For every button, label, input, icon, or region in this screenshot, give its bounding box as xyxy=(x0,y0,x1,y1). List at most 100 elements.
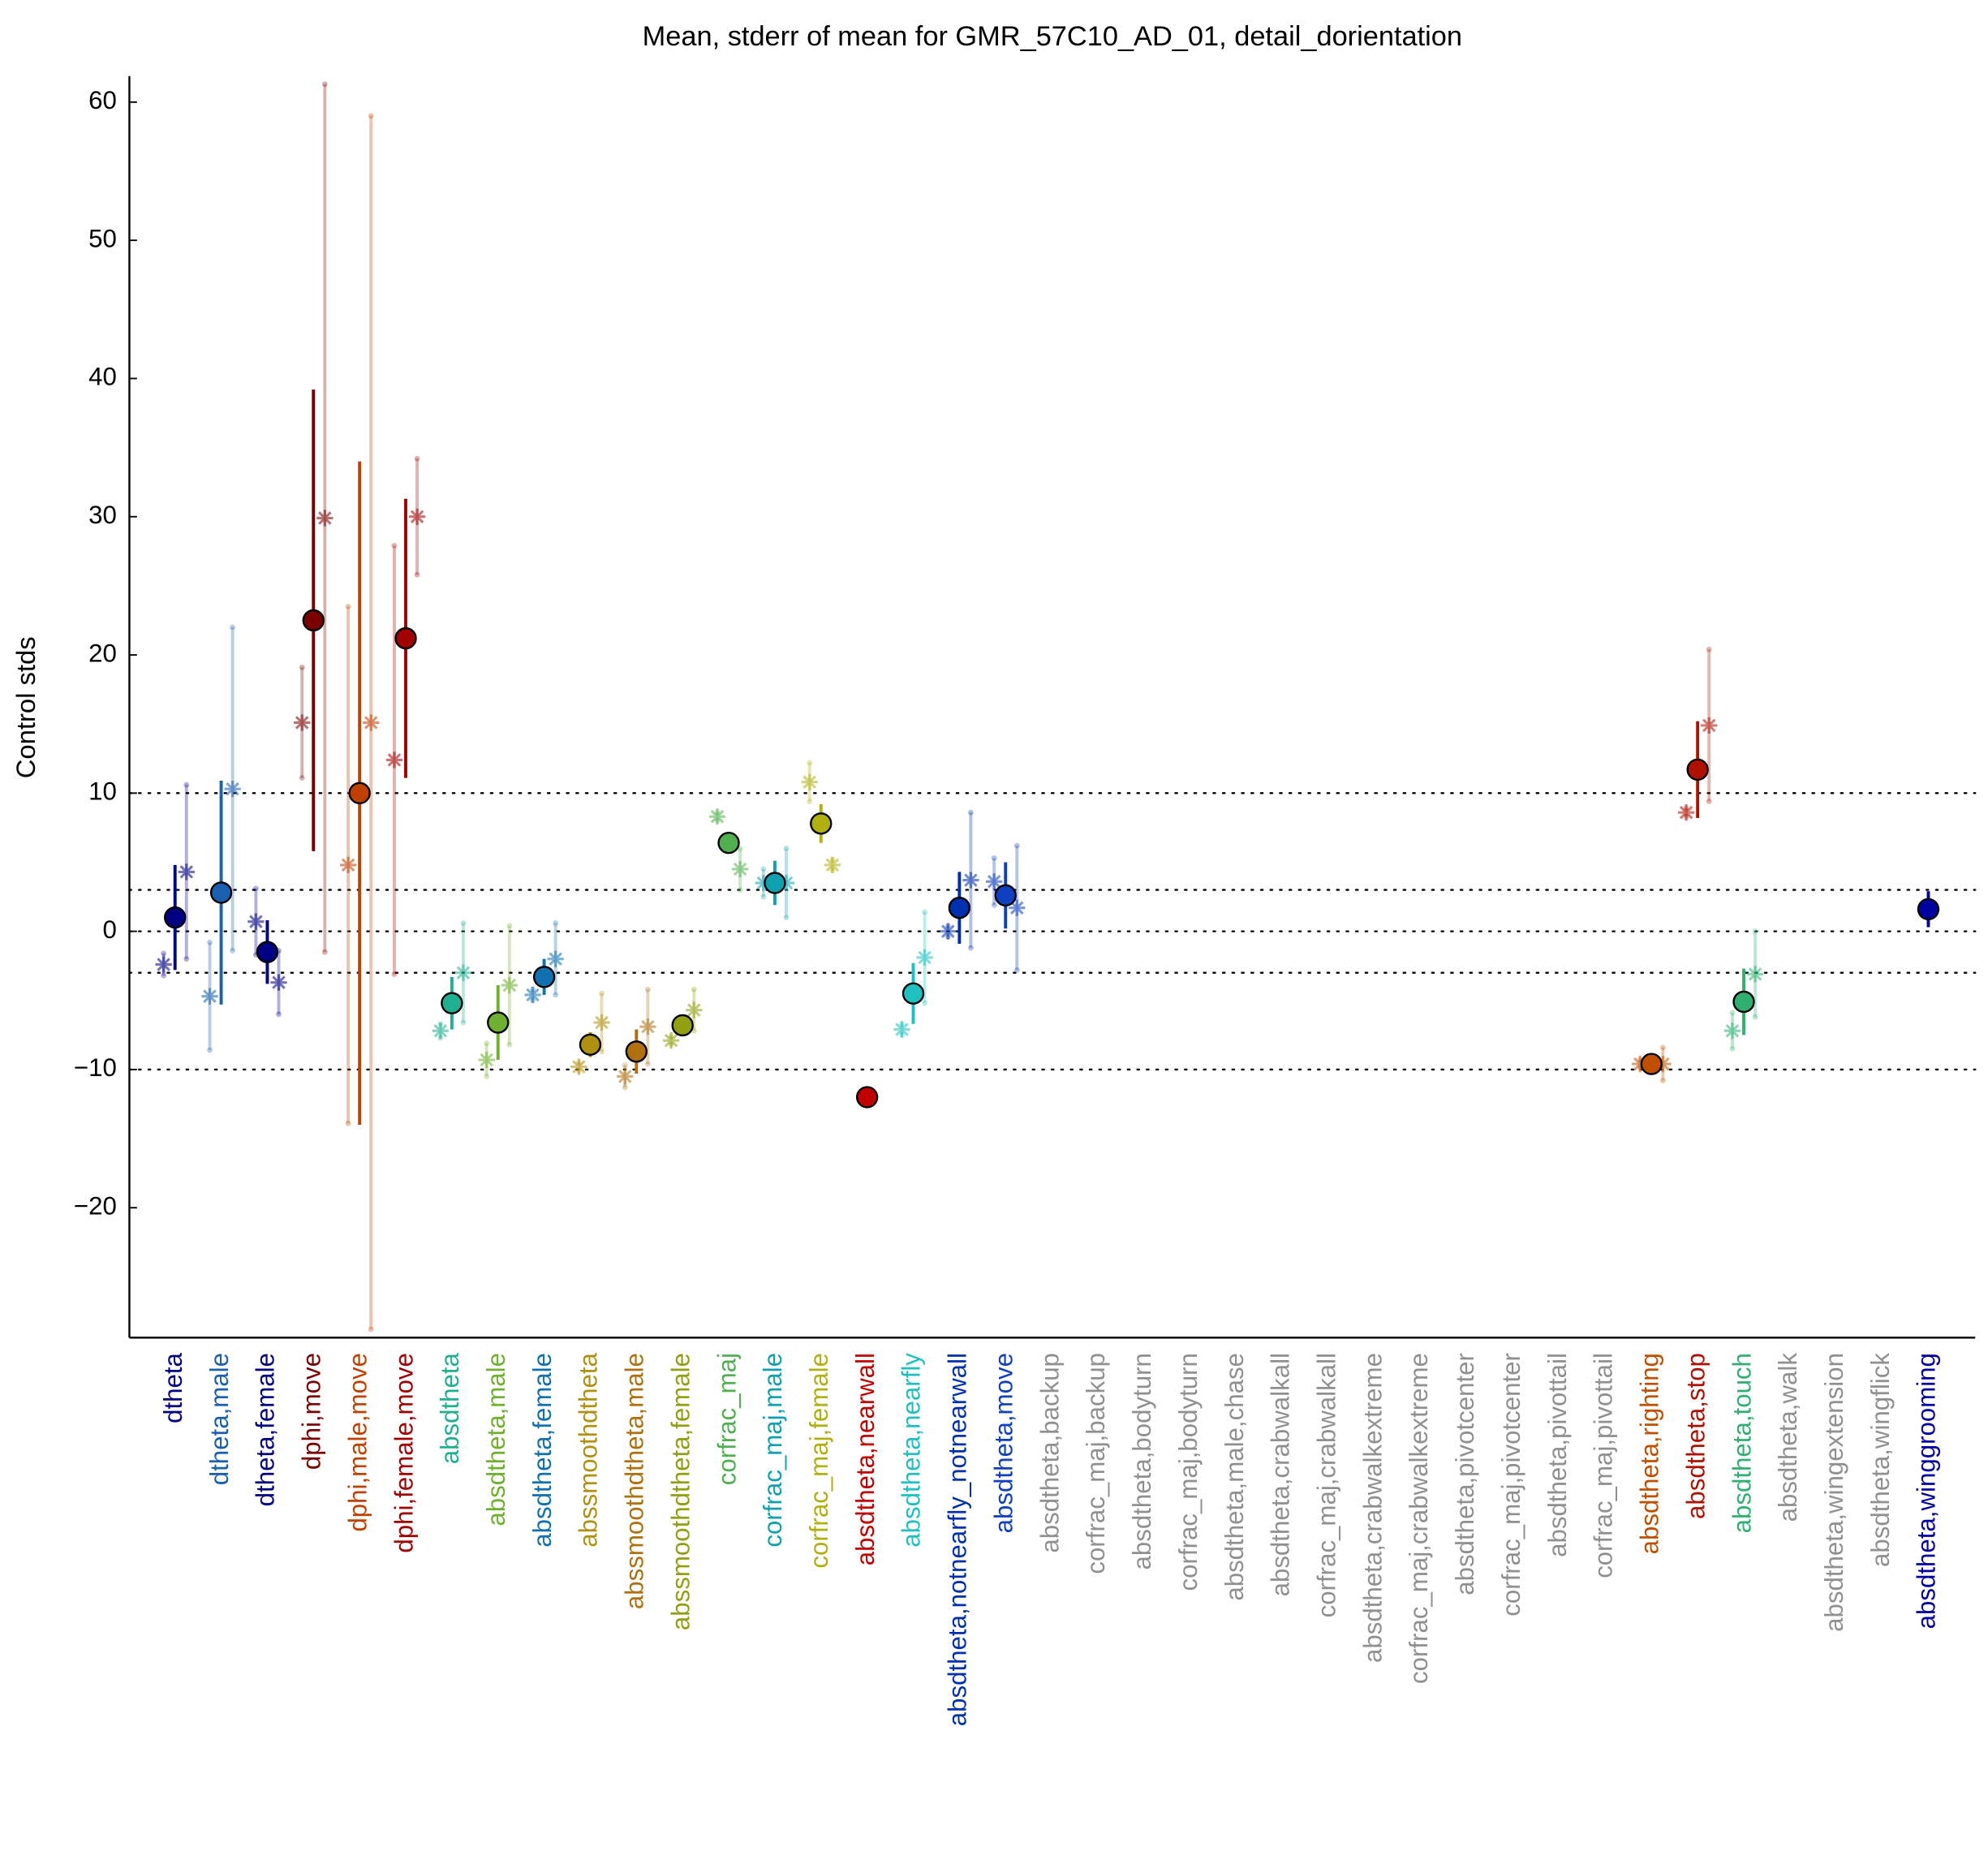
error-cap xyxy=(299,664,305,670)
sex-mean-marker xyxy=(339,856,357,874)
x-tick-label: absdtheta,righting xyxy=(1636,1353,1664,1554)
error-cap xyxy=(345,603,351,609)
error-cap xyxy=(321,949,328,955)
sex-mean-marker xyxy=(547,950,564,967)
error-cap xyxy=(1752,928,1758,935)
x-tick-label: absdtheta,nearfly xyxy=(897,1353,926,1548)
error-cap xyxy=(783,915,790,921)
error-cap xyxy=(991,902,997,908)
y-tick-label: 0 xyxy=(102,915,116,944)
sex-mean-marker xyxy=(432,1023,449,1040)
y-tick-label: 10 xyxy=(88,777,117,806)
error-cap xyxy=(183,781,190,788)
y-tick-label: 40 xyxy=(88,363,117,391)
x-tick-label: corfrac_maj,backup xyxy=(1082,1353,1110,1574)
sex-mean-marker xyxy=(916,949,933,967)
error-cap xyxy=(484,1074,490,1079)
error-cap xyxy=(967,945,974,951)
sex-mean-marker xyxy=(1723,1023,1741,1040)
error-cap xyxy=(252,885,259,892)
x-tick-label: abssmoothdtheta xyxy=(574,1352,603,1547)
sex-mean-marker xyxy=(755,874,772,892)
x-tick-label: corfrac_maj,female xyxy=(805,1353,833,1569)
y-tick-label: 50 xyxy=(88,224,117,252)
sex-mean-marker xyxy=(708,808,726,825)
mean-marker xyxy=(948,897,971,919)
x-tick-label: absdtheta,walk xyxy=(1774,1353,1802,1522)
mean-marker xyxy=(532,966,556,988)
error-cap xyxy=(1729,1045,1736,1052)
error-cap xyxy=(967,809,974,816)
mean-marker xyxy=(441,992,463,1014)
x-tick-label: absdtheta,nearwall xyxy=(851,1353,880,1565)
x-tick-label: corfrac_maj,crabwalkall xyxy=(1313,1353,1341,1617)
error-cap xyxy=(506,1041,513,1048)
sex-mean-marker xyxy=(501,976,518,994)
mean-marker xyxy=(855,1086,879,1109)
y-tick-label: −10 xyxy=(74,1053,117,1082)
mean-marker xyxy=(1917,898,1940,921)
sex-mean-marker xyxy=(824,856,841,874)
x-tick-label: absdtheta,touch xyxy=(1728,1353,1756,1533)
mean-marker xyxy=(394,626,417,650)
sex-mean-marker xyxy=(893,1021,910,1038)
mean-marker xyxy=(1686,758,1709,781)
mean-marker xyxy=(256,941,279,963)
x-tick-label: dtheta,female xyxy=(252,1353,280,1506)
mean-marker xyxy=(810,812,833,835)
error-cap xyxy=(599,990,605,997)
error-cap xyxy=(460,1019,467,1026)
y-axis-label: Control stds xyxy=(11,636,41,778)
x-tick-label: corfrac_maj,crabwalkextreme xyxy=(1405,1353,1433,1684)
x-tick-label: absdtheta,bodyturn xyxy=(1128,1353,1156,1569)
mean-marker xyxy=(348,781,371,804)
sex-mean-marker xyxy=(385,751,403,769)
error-cap xyxy=(207,1047,213,1053)
x-tick-label: absdtheta,wingflick xyxy=(1866,1353,1895,1567)
mean-marker xyxy=(901,982,925,1005)
mean-marker xyxy=(164,906,187,929)
mean-marker xyxy=(1640,1053,1663,1075)
sex-mean-marker xyxy=(1009,899,1026,916)
mean-marker xyxy=(625,1040,648,1063)
mean-marker xyxy=(994,884,1017,907)
x-tick-label: corfrac_maj xyxy=(712,1353,741,1485)
error-cap xyxy=(1706,646,1712,652)
sex-mean-marker xyxy=(201,988,218,1005)
x-tick-label: dphi,male,move xyxy=(343,1353,372,1532)
error-cap xyxy=(737,887,743,893)
error-cap xyxy=(368,1326,374,1333)
mean-marker xyxy=(1732,990,1755,1014)
sex-mean-marker xyxy=(316,510,333,527)
error-cap xyxy=(1706,799,1712,804)
x-tick-label: absdtheta,winggrooming xyxy=(1913,1353,1941,1629)
sex-mean-marker xyxy=(270,974,287,991)
mean-marker xyxy=(579,1033,602,1056)
sex-mean-marker xyxy=(247,913,265,930)
x-tick-label: absdtheta,pivottail xyxy=(1543,1353,1572,1557)
error-cap xyxy=(622,1084,628,1091)
sex-mean-marker xyxy=(686,1001,703,1018)
error-cap xyxy=(391,971,398,977)
x-tick-label: absdtheta,move xyxy=(989,1353,1018,1533)
x-tick-label: corfrac_maj,bodyturn xyxy=(1174,1353,1203,1591)
error-cap xyxy=(161,950,167,957)
sex-mean-marker xyxy=(662,1032,680,1049)
x-tick-label: dphi,female,move xyxy=(389,1353,418,1553)
error-cap xyxy=(391,543,398,549)
error-cap xyxy=(807,799,813,804)
error-cap xyxy=(321,81,328,88)
error-cap xyxy=(414,571,420,578)
sex-mean-marker xyxy=(777,874,795,892)
error-cap xyxy=(207,939,213,945)
sex-mean-marker xyxy=(986,873,1003,890)
error-cap xyxy=(506,923,513,929)
error-cap xyxy=(760,866,767,872)
x-tick-label: absdtheta,crabwalkextreme xyxy=(1358,1353,1387,1663)
error-cap xyxy=(345,1120,351,1126)
mean-marker xyxy=(302,609,325,632)
error-cap xyxy=(1729,1010,1736,1016)
sex-mean-marker xyxy=(731,860,749,878)
